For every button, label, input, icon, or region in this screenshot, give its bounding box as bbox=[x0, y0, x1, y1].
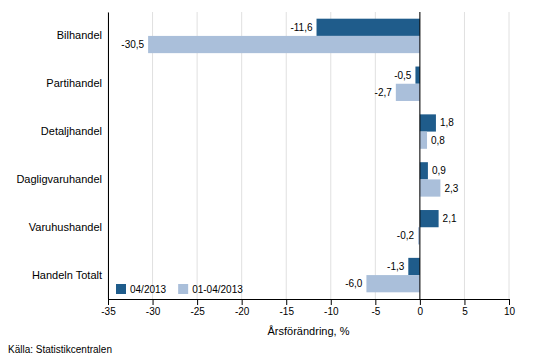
x-tick-label: -5 bbox=[371, 306, 380, 317]
legend-swatch bbox=[116, 284, 126, 294]
x-tick: 0 bbox=[418, 299, 424, 317]
data-label: -1,3 bbox=[387, 261, 405, 272]
source-note: Källa: Statistikcentralen bbox=[8, 344, 112, 355]
x-tick: -10 bbox=[324, 299, 339, 317]
x-tick: -15 bbox=[279, 299, 294, 317]
x-tick: -25 bbox=[190, 299, 205, 317]
x-tick-label: 5 bbox=[462, 306, 468, 317]
x-tick-label: -15 bbox=[279, 306, 294, 317]
bar bbox=[317, 19, 420, 36]
bars bbox=[148, 19, 440, 293]
y-tick-label: Varuhushandel bbox=[29, 221, 102, 233]
y-tick: Partihandel bbox=[46, 77, 108, 89]
bar bbox=[415, 67, 419, 84]
grid-line bbox=[286, 12, 287, 299]
grid-line bbox=[375, 12, 376, 299]
data-label: 1,8 bbox=[440, 117, 454, 128]
grid-line bbox=[241, 12, 242, 299]
x-tick-mark bbox=[509, 299, 510, 305]
x-axis-title: Årsförändring, % bbox=[268, 325, 350, 337]
data-label: 2,1 bbox=[443, 213, 457, 224]
chart-svg: -35 -30 -25 -20 -15 -10 -5 0 5 10 Bilhandel Partiha… bbox=[0, 0, 533, 359]
data-label: -0,5 bbox=[394, 70, 412, 81]
grid-line bbox=[509, 12, 510, 299]
data-label: -11,6 bbox=[290, 22, 312, 33]
x-tick: 10 bbox=[504, 299, 516, 317]
legend-item: 04/2013 bbox=[116, 284, 167, 295]
data-label: -0,2 bbox=[397, 230, 415, 241]
grid-line bbox=[108, 12, 109, 299]
legend-label: 01-04/2013 bbox=[192, 284, 243, 295]
bar-series bbox=[148, 36, 440, 292]
grid-line bbox=[330, 12, 331, 299]
data-label: -2,7 bbox=[375, 87, 393, 98]
legend-item: 01-04/2013 bbox=[178, 284, 243, 295]
y-tick-label: Partihandel bbox=[46, 77, 102, 89]
bar bbox=[408, 258, 420, 275]
x-tick: -20 bbox=[235, 299, 250, 317]
data-label: -6,0 bbox=[345, 278, 363, 289]
y-axis: Bilhandel Partihandel Detaljhandel Dagligva… bbox=[16, 13, 108, 300]
plot: -35 -30 -25 -20 -15 -10 -5 0 5 10 Bilhandel Partiha… bbox=[16, 12, 515, 317]
x-tick-label: -30 bbox=[146, 306, 161, 317]
bar bbox=[420, 210, 439, 227]
x-tick: -35 bbox=[101, 299, 116, 317]
x-tick-label: -35 bbox=[101, 306, 116, 317]
grid-line bbox=[197, 12, 198, 299]
y-tick-label: Handeln Totalt bbox=[32, 269, 102, 281]
data-label: 2,3 bbox=[444, 183, 458, 194]
y-axis-line bbox=[108, 13, 109, 300]
x-tick-mark bbox=[420, 299, 421, 305]
bar bbox=[366, 275, 419, 292]
y-tick: Varuhushandel bbox=[29, 221, 108, 233]
data-label: 0,9 bbox=[432, 165, 446, 176]
bar bbox=[148, 36, 420, 53]
x-axis-line bbox=[109, 300, 510, 306]
data-label: 0,8 bbox=[431, 135, 445, 146]
data-label: -30,5 bbox=[121, 39, 144, 50]
grid-line bbox=[152, 12, 153, 299]
y-tick: Detaljhandel bbox=[41, 125, 108, 137]
y-tick: Dagligvaruhandel bbox=[16, 173, 108, 185]
x-tick-mark bbox=[331, 299, 332, 305]
x-tick-label: 10 bbox=[504, 306, 516, 317]
bar bbox=[420, 162, 428, 179]
x-tick-mark bbox=[108, 299, 109, 305]
bar bbox=[396, 84, 420, 101]
data-labels: -11,6 -0,5 1,8 0,9 2,1 -1,3 -30,5 -2,7 0,8 2,3 -0,… bbox=[121, 22, 458, 289]
legend-label: 04/2013 bbox=[130, 284, 167, 295]
x-tick-label: -10 bbox=[324, 306, 339, 317]
bar bbox=[420, 179, 440, 196]
y-tick: Handeln Totalt bbox=[32, 269, 108, 281]
legend: 04/2013 01-04/2013 bbox=[116, 284, 243, 295]
x-tick: -30 bbox=[146, 299, 161, 317]
x-tick-mark bbox=[464, 299, 465, 305]
zero-line bbox=[419, 12, 420, 299]
grid bbox=[108, 12, 509, 299]
y-tick-label: Dagligvaruhandel bbox=[16, 173, 102, 185]
x-tick-label: -25 bbox=[190, 306, 205, 317]
x-tick-mark bbox=[153, 299, 154, 305]
grid-line bbox=[464, 12, 465, 299]
x-axis: -35 -30 -25 -20 -15 -10 -5 0 5 10 bbox=[101, 299, 515, 317]
x-tick-mark bbox=[242, 299, 243, 305]
legend-swatch bbox=[178, 284, 188, 294]
x-tick-mark bbox=[375, 299, 376, 305]
bar bbox=[420, 114, 436, 131]
x-tick: -5 bbox=[371, 299, 380, 317]
x-tick-mark bbox=[286, 299, 287, 305]
chart-container: -35 -30 -25 -20 -15 -10 -5 0 5 10 Bilhandel Partiha… bbox=[0, 0, 533, 359]
y-tick-label: Detaljhandel bbox=[41, 125, 102, 137]
x-tick-mark bbox=[197, 299, 198, 305]
x-tick: 5 bbox=[462, 299, 468, 317]
bar bbox=[420, 132, 427, 149]
x-tick-label: 0 bbox=[418, 306, 424, 317]
y-tick-label: Bilhandel bbox=[57, 29, 102, 41]
y-tick: Bilhandel bbox=[57, 29, 108, 41]
grid-line bbox=[419, 12, 420, 299]
x-tick-label: -20 bbox=[235, 306, 250, 317]
